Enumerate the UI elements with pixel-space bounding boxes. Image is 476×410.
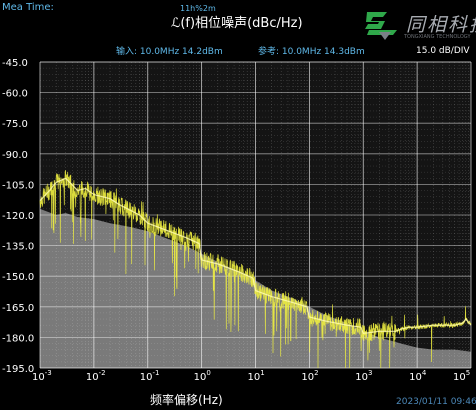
phase-noise-trace [39, 170, 472, 369]
y-tick-label: -120.0 [2, 211, 34, 222]
y-tick-label: -105.0 [2, 180, 34, 191]
x-tick-labels: 10-3 10-2 10-1 100 101 102 103 104 105 [32, 369, 470, 383]
y-tick-labels: -45.0 -60.0 -75.0 -90.0 -105.0 -120.0 -135.0 -1… [2, 58, 34, 375]
x-tick-label: 10-3 [32, 369, 52, 383]
x-tick-label: 101 [248, 369, 265, 383]
phase-noise-mean-trace [39, 177, 472, 334]
y-tick-label: -165.0 [2, 303, 34, 314]
y-tick-label: -60.0 [2, 89, 28, 100]
logo-icon [365, 12, 397, 40]
y-tick-label: -180.0 [2, 333, 34, 344]
y-tick-label: -135.0 [2, 242, 34, 253]
header-bar: Mea Time: 11h%2m ℒ(f)相位噪声(dBc/Hz) 同相科技 T… [0, 0, 476, 57]
mea-time-label: Mea Time: [2, 2, 54, 13]
input-signal-info: 输入: 10.0MHz 14.2dBm [116, 47, 223, 57]
x-axis-label: 频率偏移(Hz) [150, 392, 223, 407]
x-tick-label: 10-1 [140, 369, 160, 383]
logo-subtext: TONGXIANG TECHNOLOGY [404, 34, 471, 40]
x-tick-label: 104 [409, 369, 427, 383]
y-tick-label: -75.0 [2, 119, 28, 130]
y-tick-label: -195.0 [2, 364, 34, 375]
x-tick-label: 102 [301, 369, 318, 383]
logo-text: 同相科技 [406, 14, 476, 36]
y-tick-label: -90.0 [2, 150, 28, 161]
mea-time-value: 11h%2m [180, 4, 216, 13]
x-tick-label: 105 [453, 369, 470, 383]
reference-signal-info: 参考: 10.0MHz 14.3dBm [258, 47, 365, 57]
timestamp: 2023/01/11 09:46:4 [396, 397, 476, 407]
y-tick-label: -150.0 [2, 272, 34, 283]
x-tick-label: 103 [355, 369, 372, 383]
x-tick-label: 10-2 [86, 369, 106, 383]
y-tick-label: -45.0 [2, 58, 28, 69]
chart-title: ℒ(f)相位噪声(dBc/Hz) [171, 16, 303, 31]
trace-layer [39, 170, 472, 369]
grid-layer [39, 61, 472, 369]
scale-per-division: 15.0 dB/DIV [416, 46, 470, 56]
x-tick-label: 100 [194, 369, 211, 383]
